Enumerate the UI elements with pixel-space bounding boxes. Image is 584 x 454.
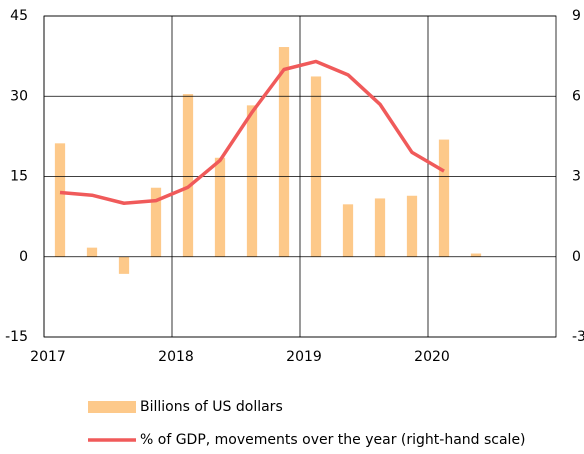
legend-label: Billions of US dollars (140, 399, 283, 415)
bar (86, 247, 98, 257)
x-tick-label: 2019 (286, 349, 322, 365)
bar (214, 157, 226, 257)
bar (374, 198, 386, 257)
bar (470, 253, 482, 257)
x-tick-label: 2018 (158, 349, 194, 365)
y-tick-label: 45 (10, 8, 28, 24)
bar (150, 187, 162, 257)
y2-tick-label: -3 (572, 329, 584, 345)
y2-tick-label: 0 (572, 249, 581, 265)
bar (54, 143, 66, 257)
y-tick-label: 30 (10, 88, 28, 104)
y2-tick-label: 9 (572, 8, 581, 24)
bar (342, 204, 354, 257)
legend-label: % of GDP, movements over the year (right… (140, 432, 526, 448)
x-tick-label: 2017 (30, 349, 66, 365)
bar (310, 76, 322, 257)
y2-tick-label: 3 (572, 169, 581, 185)
bar (118, 256, 130, 274)
bar (246, 105, 258, 257)
y-tick-label: -15 (5, 329, 28, 345)
y2-tick-label: 6 (572, 88, 581, 104)
bar (278, 47, 290, 257)
y-tick-label: 15 (10, 169, 28, 185)
bar (406, 195, 418, 257)
bar (438, 139, 450, 257)
x-tick-label: 2020 (414, 349, 450, 365)
legend-swatch (88, 401, 136, 413)
plot-frame (43, 15, 557, 338)
bar (182, 94, 194, 257)
line (59, 59, 445, 205)
y-tick-label: 0 (19, 249, 28, 265)
